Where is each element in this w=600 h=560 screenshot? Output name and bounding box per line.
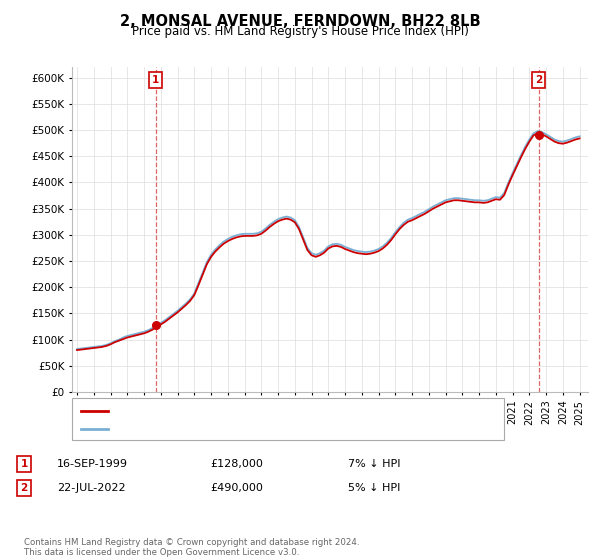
Text: 2, MONSAL AVENUE, FERNDOWN, BH22 8LB (detached house): 2, MONSAL AVENUE, FERNDOWN, BH22 8LB (de… (112, 406, 436, 416)
Text: Contains HM Land Registry data © Crown copyright and database right 2024.
This d: Contains HM Land Registry data © Crown c… (24, 538, 359, 557)
Text: 22-JUL-2022: 22-JUL-2022 (57, 483, 125, 493)
Text: Price paid vs. HM Land Registry's House Price Index (HPI): Price paid vs. HM Land Registry's House … (131, 25, 469, 38)
Text: 2: 2 (535, 75, 542, 85)
Text: 16-SEP-1999: 16-SEP-1999 (57, 459, 128, 469)
Text: £490,000: £490,000 (210, 483, 263, 493)
Text: 5% ↓ HPI: 5% ↓ HPI (348, 483, 400, 493)
Text: 2, MONSAL AVENUE, FERNDOWN, BH22 8LB: 2, MONSAL AVENUE, FERNDOWN, BH22 8LB (119, 14, 481, 29)
Text: 1: 1 (152, 75, 160, 85)
Text: 2: 2 (20, 483, 28, 493)
Text: 7% ↓ HPI: 7% ↓ HPI (348, 459, 401, 469)
Text: HPI: Average price, detached house, Dorset: HPI: Average price, detached house, Dors… (112, 424, 340, 434)
Text: £128,000: £128,000 (210, 459, 263, 469)
Text: 1: 1 (20, 459, 28, 469)
